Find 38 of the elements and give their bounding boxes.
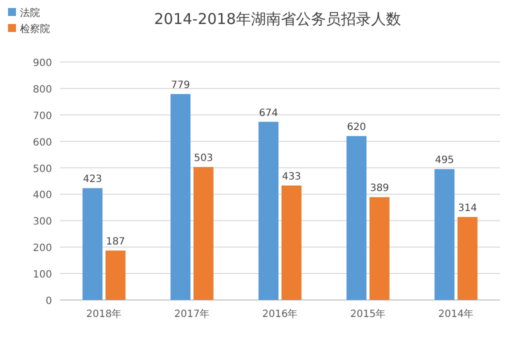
y-tick-label: 700 — [32, 110, 52, 122]
x-tick-label: 2018年 — [86, 308, 122, 320]
data-label: 314 — [458, 202, 478, 214]
y-tick-label: 200 — [32, 243, 52, 254]
bar — [82, 188, 102, 300]
legend-label: 检察院 — [20, 23, 50, 35]
data-label: 433 — [282, 171, 302, 182]
y-tick-label: 0 — [46, 296, 52, 307]
bar — [370, 197, 390, 300]
bar — [434, 169, 454, 300]
bar — [170, 94, 190, 300]
bar — [194, 166, 214, 300]
x-tick-label: 2016年 — [262, 308, 298, 320]
bar — [282, 185, 302, 300]
data-label: 503 — [194, 152, 214, 164]
chart-title: 2014-2018年湖南省公务员招录人数 — [154, 10, 401, 28]
data-label: 620 — [346, 122, 366, 134]
data-label: 674 — [258, 108, 278, 119]
x-tick-label: 2015年 — [350, 308, 386, 320]
y-tick-label: 900 — [32, 58, 52, 69]
bar — [258, 122, 278, 300]
y-tick-label: 600 — [32, 137, 52, 148]
bar — [106, 250, 126, 300]
y-tick-label: 300 — [32, 216, 52, 228]
bar — [458, 216, 478, 300]
bar — [346, 136, 366, 300]
y-tick-label: 500 — [32, 164, 52, 175]
x-tick-label: 2017年 — [174, 308, 210, 320]
data-label: 187 — [106, 236, 126, 248]
data-label: 779 — [170, 80, 190, 91]
data-label: 389 — [370, 183, 390, 194]
data-label: 495 — [434, 155, 454, 166]
data-label: 423 — [82, 174, 102, 186]
legend-label: 法院 — [20, 7, 40, 19]
x-tick-label: 2014年 — [438, 308, 474, 320]
y-tick-label: 800 — [32, 84, 52, 96]
y-tick-label: 100 — [32, 270, 52, 281]
y-tick-label: 400 — [32, 190, 52, 202]
